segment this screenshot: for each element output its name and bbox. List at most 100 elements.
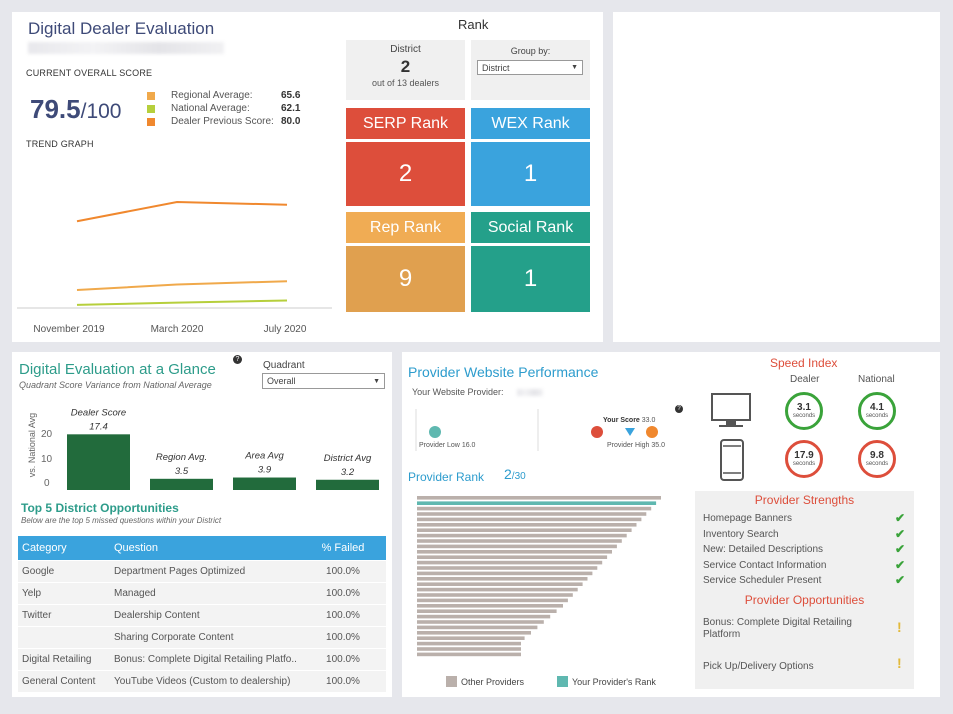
col-category: Category — [18, 536, 110, 560]
failed-cell: 100.0% — [300, 669, 386, 692]
desktop-dealer-value: 3.1 — [797, 402, 811, 413]
current-score-label: CURRENT OVERALL SCORE — [26, 68, 153, 78]
yours-swatch — [557, 676, 568, 687]
provider-bar — [417, 533, 627, 538]
score-legend: Regional Average: 65.6 National Average:… — [147, 89, 317, 128]
strengths-box: Provider Strengths Homepage Banners ✔ Inve… — [695, 491, 914, 689]
provider-high-dot — [591, 426, 603, 438]
rep-rank-label: Rep Rank — [369, 218, 442, 236]
provider-bar — [417, 652, 521, 657]
district-sub: out of 13 dealers — [371, 78, 440, 88]
check-icon: ✔ — [895, 511, 906, 525]
help-icon[interactable]: ? — [675, 405, 683, 413]
unit-label: seconds — [865, 413, 889, 419]
unit-label: seconds — [792, 413, 816, 419]
serp-rank-value-box: 2 — [346, 142, 465, 206]
legend-yours: Your Provider's Rank — [557, 676, 656, 687]
serp-rank-header: SERP Rank — [346, 108, 465, 139]
help-icon[interactable]: ? — [233, 355, 242, 364]
rank-title: Rank — [458, 17, 489, 32]
bar-value: 3.2 — [341, 467, 355, 478]
provider-low-value: 16.0 — [461, 442, 476, 449]
provider-bar — [417, 604, 563, 608]
wex-rank-label: WEX Rank — [491, 114, 570, 132]
speed-national-label: National — [858, 374, 895, 385]
yaxis-label: vs. National Avg — [27, 412, 37, 478]
district-box: District 2 out of 13 dealers — [346, 40, 465, 100]
bar-value: 3.9 — [258, 465, 272, 476]
trend-tick-label: July 2020 — [264, 324, 307, 335]
category-cell: Google — [18, 559, 110, 582]
trend-series-0 — [76, 200, 288, 223]
legend-other-label: Other Providers — [461, 676, 525, 687]
mobile-national-speed: 9.8 seconds — [858, 440, 896, 478]
glance-title: Digital Evaluation at a Glance — [19, 361, 216, 378]
question-cell: YouTube Videos (Custom to dealership) — [110, 669, 300, 692]
provider-bar — [417, 523, 637, 527]
opportunities-table: Category Question % Failed Google Departm… — [18, 536, 386, 692]
provider-bar — [417, 496, 661, 500]
serp-rank-value: 2 — [398, 160, 413, 187]
social-rank-value-box: 1 — [471, 246, 590, 312]
strength-item: Homepage Banners — [703, 513, 792, 524]
legend-national: National Average: 62.1 — [147, 102, 317, 115]
weak-title: Provider Opportunities — [744, 593, 865, 607]
your-score: Your Score 33.0 — [603, 417, 655, 424]
serp-rank-label: SERP Rank — [362, 114, 449, 132]
trend-series-2 — [76, 299, 288, 306]
mobile-dealer-speed: 17.9 seconds — [785, 440, 823, 478]
strength-item: Service Scheduler Present — [703, 575, 822, 586]
mobile-dealer-value: 17.9 — [794, 450, 814, 461]
groupby-select[interactable]: District ▼ — [477, 60, 583, 75]
wex-rank-value-box: 1 — [471, 142, 590, 206]
provider-bar — [417, 625, 538, 630]
evaluation-title: Digital Dealer Evaluation — [28, 19, 215, 38]
mobile-icon — [720, 439, 744, 481]
provider-bar — [417, 506, 652, 511]
bar-label: Area Avg — [244, 451, 284, 462]
regional-swatch — [147, 91, 155, 100]
check-icon: ✔ — [895, 526, 906, 541]
failed-cell: 100.0% — [300, 647, 386, 670]
variance-bar — [316, 479, 379, 490]
provider-bar — [417, 539, 622, 543]
trend-label: TREND GRAPH — [26, 139, 94, 149]
quadrant-select[interactable]: Overall ▼ — [262, 373, 385, 389]
your-score-marker — [625, 428, 635, 436]
question-cell: Managed — [110, 581, 300, 604]
failed-cell: 100.0% — [300, 581, 386, 604]
table-row: Twitter Dealership Content 100.0% — [18, 603, 386, 626]
rep-rank-header: Rep Rank — [346, 212, 465, 243]
check-icon: ✔ — [895, 557, 906, 572]
your-score-label: Your Score — [603, 417, 640, 424]
mobile-national-value: 9.8 — [870, 450, 884, 461]
opportunities-subtitle: Below are the top 5 missed questions wit… — [21, 516, 222, 525]
provider-rank: 2/30 — [504, 466, 526, 484]
bar-label: District Avg — [324, 453, 372, 464]
question-cell: Dealership Content — [110, 603, 300, 626]
check-icon: ✔ — [895, 573, 906, 587]
ytick-20: 20 — [41, 429, 53, 440]
trend-chart: November 2019 March 2020 July 2020 — [17, 200, 332, 335]
evaluation-panel: Digital Dealer Evaluation CURRENT OVERAL… — [12, 12, 603, 342]
district-label: District — [390, 44, 421, 55]
table-header: Category Question % Failed — [18, 536, 386, 560]
weak-item-0: Bonus: Complete Digital Retailing Platfo… — [703, 617, 852, 640]
national-value: 62.1 — [281, 103, 301, 114]
bar-label: Dealer Score — [71, 407, 126, 418]
bar-value: 3.5 — [175, 466, 189, 477]
variance-bar — [150, 478, 213, 490]
previous-swatch — [147, 117, 155, 126]
score-denominator: /100 — [80, 100, 122, 123]
social-rank-value: 1 — [523, 265, 538, 292]
glance-panel: Digital Evaluation at a Glance ? Quadran… — [12, 352, 392, 697]
chevron-down-icon: ▼ — [571, 64, 578, 71]
provider-low-label: Provider Low — [419, 442, 460, 449]
provider-bar — [417, 560, 603, 565]
provider-bar — [417, 528, 632, 532]
average-dot — [646, 426, 658, 438]
variance-bar — [233, 477, 296, 490]
provider-label: Your Website Provider: — [412, 387, 504, 397]
desktop-national-speed: 4.1 seconds — [858, 392, 896, 430]
previous-label: Dealer Previous Score: — [171, 116, 274, 127]
